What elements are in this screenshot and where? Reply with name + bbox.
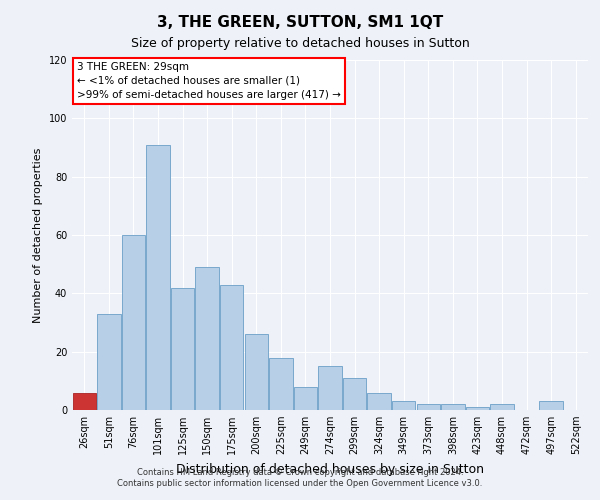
Text: 3, THE GREEN, SUTTON, SM1 1QT: 3, THE GREEN, SUTTON, SM1 1QT bbox=[157, 15, 443, 30]
Text: Size of property relative to detached houses in Sutton: Size of property relative to detached ho… bbox=[131, 38, 469, 51]
Bar bbox=[319, 366, 341, 410]
Bar bbox=[269, 358, 293, 410]
Bar bbox=[392, 401, 415, 410]
Bar bbox=[97, 314, 121, 410]
Bar bbox=[343, 378, 366, 410]
X-axis label: Distribution of detached houses by size in Sutton: Distribution of detached houses by size … bbox=[176, 462, 484, 475]
Bar bbox=[196, 267, 219, 410]
Bar bbox=[466, 407, 489, 410]
Bar bbox=[122, 235, 145, 410]
Bar bbox=[539, 401, 563, 410]
Bar bbox=[146, 144, 170, 410]
Bar bbox=[73, 392, 96, 410]
Bar bbox=[220, 284, 244, 410]
Text: 3 THE GREEN: 29sqm
← <1% of detached houses are smaller (1)
>99% of semi-detache: 3 THE GREEN: 29sqm ← <1% of detached hou… bbox=[77, 62, 341, 100]
Bar bbox=[245, 334, 268, 410]
Bar bbox=[441, 404, 464, 410]
Text: Contains HM Land Registry data © Crown copyright and database right 2024.
Contai: Contains HM Land Registry data © Crown c… bbox=[118, 468, 482, 487]
Bar bbox=[416, 404, 440, 410]
Bar bbox=[294, 386, 317, 410]
Bar bbox=[490, 404, 514, 410]
Bar bbox=[367, 392, 391, 410]
Y-axis label: Number of detached properties: Number of detached properties bbox=[33, 148, 43, 322]
Bar bbox=[171, 288, 194, 410]
